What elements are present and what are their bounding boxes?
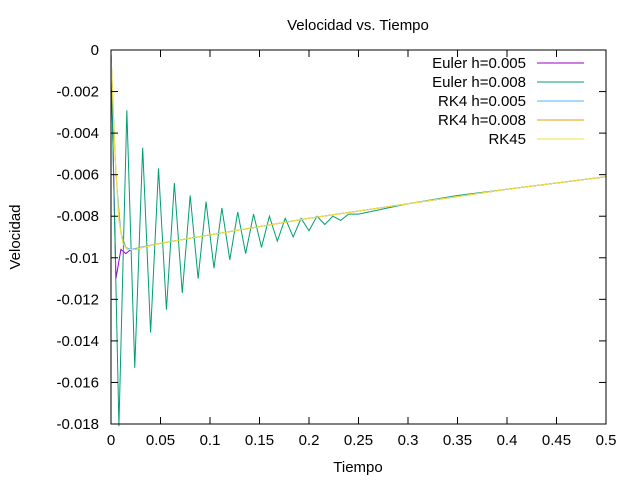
y-tick-label: -0.002	[56, 84, 99, 101]
legend-label-1: Euler h=0.005	[432, 55, 526, 72]
x-tick-label: 0.15	[245, 432, 274, 449]
y-tick-label: -0.004	[56, 125, 99, 142]
y-tick-label: -0.018	[56, 416, 99, 433]
legend-label-2: Euler h=0.008	[432, 74, 526, 91]
legend-label-3: RK4 h=0.005	[438, 93, 526, 110]
x-tick-label: 0.5	[596, 432, 617, 449]
x-tick-label: 0.05	[146, 432, 175, 449]
chart-title: Velocidad vs. Tiempo	[287, 17, 429, 34]
series-line-3	[110, 54, 607, 250]
y-tick-label: 0	[91, 42, 99, 59]
y-tick-label: -0.012	[56, 291, 99, 308]
plot-frame	[110, 49, 607, 425]
y-tick-label: -0.014	[56, 333, 99, 350]
x-tick-label: 0	[107, 432, 115, 449]
series-layer	[110, 54, 607, 427]
series-line-2	[110, 54, 607, 427]
y-tick-label: -0.008	[56, 208, 99, 225]
y-tick-label: -0.006	[56, 167, 99, 184]
axes-layer: 0 0.05 0.1 0.15 0.2 0.25 0.3 0.35 0.4 0.45 0.5 0 -0.…	[56, 42, 616, 449]
x-tick-label: 0.4	[497, 432, 518, 449]
y-axis-label: Velocidad	[7, 204, 24, 269]
series-line-5	[110, 54, 607, 250]
x-tick-label: 0.2	[299, 432, 320, 449]
x-tick-label: 0.25	[344, 432, 373, 449]
series-line-4	[110, 54, 607, 250]
legend-label-5: RK45	[488, 131, 526, 148]
legend-label-4: RK4 h=0.008	[438, 112, 526, 129]
series-line-1	[110, 54, 607, 279]
y-tick-label: -0.016	[56, 374, 99, 391]
y-tick-label: -0.01	[65, 250, 99, 267]
x-tick-label: 0.3	[398, 432, 419, 449]
x-tick-label: 0.1	[200, 432, 221, 449]
x-tick-label: 0.45	[542, 432, 571, 449]
legend: Euler h=0.005 Euler h=0.008 RK4 h=0.005 RK4…	[432, 55, 584, 148]
x-tick-label: 0.35	[443, 432, 472, 449]
x-axis-label: Tiempo	[333, 459, 382, 476]
